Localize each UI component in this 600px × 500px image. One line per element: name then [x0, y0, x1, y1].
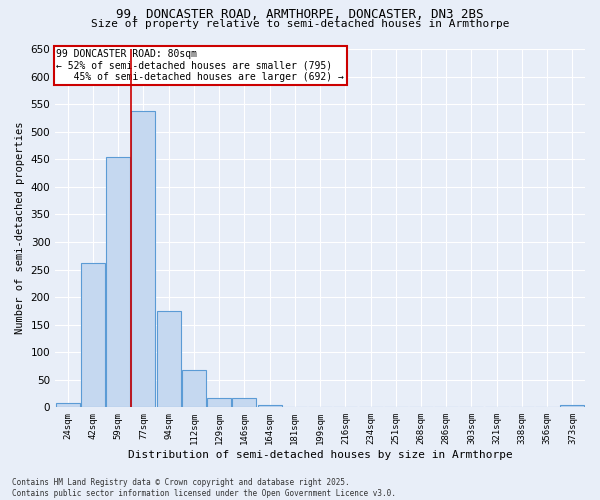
Text: Size of property relative to semi-detached houses in Armthorpe: Size of property relative to semi-detach…: [91, 19, 509, 29]
Bar: [207, 398, 231, 407]
Bar: [131, 110, 155, 408]
Bar: [81, 263, 105, 408]
Bar: [257, 404, 281, 407]
Bar: [560, 404, 584, 407]
Bar: [182, 370, 206, 408]
Bar: [56, 403, 80, 407]
Text: 99, DONCASTER ROAD, ARMTHORPE, DONCASTER, DN3 2BS: 99, DONCASTER ROAD, ARMTHORPE, DONCASTER…: [116, 8, 484, 20]
Text: 99 DONCASTER ROAD: 80sqm
← 52% of semi-detached houses are smaller (795)
   45% : 99 DONCASTER ROAD: 80sqm ← 52% of semi-d…: [56, 49, 344, 82]
Text: Contains HM Land Registry data © Crown copyright and database right 2025.
Contai: Contains HM Land Registry data © Crown c…: [12, 478, 396, 498]
Bar: [157, 311, 181, 408]
Bar: [106, 156, 130, 408]
X-axis label: Distribution of semi-detached houses by size in Armthorpe: Distribution of semi-detached houses by …: [128, 450, 512, 460]
Bar: [232, 398, 256, 407]
Y-axis label: Number of semi-detached properties: Number of semi-detached properties: [15, 122, 25, 334]
